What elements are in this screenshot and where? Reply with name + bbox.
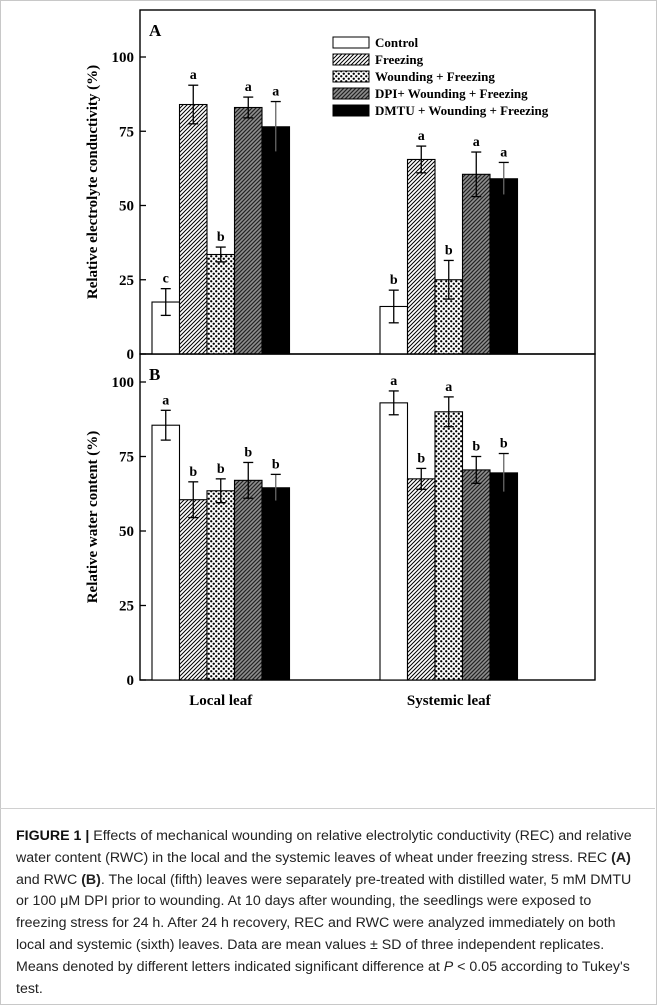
legend-swatch [332,104,370,117]
y-tick-label: 0 [127,347,135,363]
caption-label: FIGURE 1 | [16,828,90,844]
bar [489,178,519,355]
y-tick-label: 25 [119,599,134,615]
bar [434,411,464,681]
legend-swatch [332,53,370,66]
bar [206,490,236,681]
y-tick-label: 50 [119,524,134,540]
legend-label: DPI+ Wounding + Freezing [375,86,528,101]
bar [261,487,291,681]
bar [233,106,263,355]
legend-swatch [332,36,370,49]
significance-letter: a [418,129,425,144]
caption-text-1: Effects of mechanical wounding on relati… [16,828,632,866]
y-tick-label: 25 [119,273,134,289]
bar [206,253,236,355]
legend-swatch [332,87,370,100]
significance-letter: a [272,85,279,100]
significance-letter: a [245,80,252,95]
caption-text-3: . The local (fifth) leaves were separate… [16,871,632,975]
legend-label: Freezing [375,52,424,67]
panel-b-label: B [149,365,160,384]
y-tick-label: 75 [119,124,134,140]
significance-letter: a [445,380,452,395]
significance-letter: b [272,457,280,472]
legend-label: Wounding + Freezing [375,69,495,84]
bar [178,499,208,681]
bar [406,158,436,355]
y-tick-label: 100 [112,50,135,66]
caption-text-4: < 0.05 according to Tukey's test. [16,958,630,997]
significance-letter: b [217,462,225,477]
bar [461,469,491,681]
significance-letter: b [217,230,225,245]
significance-letter: a [390,374,397,389]
legend-label: Control [375,35,418,50]
significance-letter: b [417,451,425,466]
caption-divider [0,808,655,809]
bar [178,103,208,355]
legend-swatch [332,70,370,83]
significance-letter: b [445,243,453,258]
significance-letter: b [472,440,480,455]
caption-ref-b: (B) [81,871,101,888]
x-category-label: Systemic leaf [407,693,492,709]
significance-letter: a [162,393,169,408]
significance-letter: c [163,272,169,287]
significance-letter: b [244,445,252,460]
caption-text-2: and RWC [16,871,82,888]
bar [151,424,181,681]
significance-letter: a [473,135,480,150]
y-tick-label: 75 [119,450,134,466]
significance-letter: a [500,145,507,160]
panel-b-frame [139,353,596,681]
significance-letter: b [189,465,197,480]
caption-ref-a: (A) [611,849,631,866]
bar [406,478,436,681]
legend-label: DMTU + Wounding + Freezing [375,103,549,118]
bar [489,472,519,681]
caption-p-symbol: P [443,958,454,975]
panel-a-label: A [149,21,162,40]
bar [261,126,291,355]
y-axis-label: Relative electrolyte conductivity (%) [85,65,101,299]
bar [379,402,409,681]
y-tick-label: 50 [119,199,134,215]
x-category-label: Local leaf [189,693,253,709]
significance-letter: b [500,437,508,452]
y-axis-label: Relative water content (%) [85,431,101,604]
significance-letter: a [190,68,197,83]
figure-caption: FIGURE 1 | Effects of mechanical woundin… [0,808,655,1000]
bar [461,173,491,355]
figure-chart: A 0 25 50 75 100 Relative electrolyte conducti… [85,9,596,709]
bar [233,479,263,681]
significance-letter: b [390,273,398,288]
y-tick-label: 100 [112,375,135,391]
y-tick-label: 0 [127,673,135,689]
